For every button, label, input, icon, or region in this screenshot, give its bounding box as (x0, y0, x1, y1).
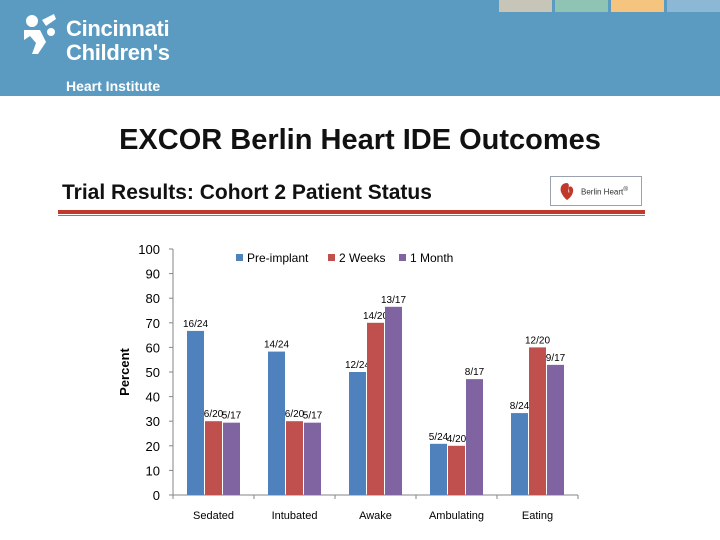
bar-2-weeks (286, 421, 303, 495)
bar-1-month (223, 422, 240, 495)
bar-data-label: 13/17 (381, 295, 406, 306)
slide-title: EXCOR Berlin Heart IDE Outcomes (119, 124, 601, 156)
bar-data-label: 14/20 (363, 311, 388, 322)
berlin-heart-logo: Berlin Heart® (550, 176, 642, 206)
bar-1-month (547, 364, 564, 495)
bar-2-weeks (367, 322, 384, 495)
bar-1-month (466, 379, 483, 495)
x-tick-label: Ambulating (429, 510, 484, 522)
y-tick-label: 20 (146, 439, 160, 454)
legend-swatch-pre-implant (236, 254, 243, 261)
bar-data-label: 12/24 (345, 360, 370, 371)
bar-data-label: 6/20 (204, 409, 224, 420)
bar-pre-implant (268, 351, 285, 495)
color-tab-4 (667, 0, 720, 12)
bar-data-label: 8/17 (465, 367, 485, 378)
bar-data-label: 5/17 (222, 411, 242, 422)
bar-data-label: 6/20 (285, 409, 305, 420)
header-color-tabs (496, 0, 720, 12)
bar-1-month (304, 422, 321, 495)
y-tick-label: 10 (146, 463, 160, 478)
y-tick-label: 0 (153, 488, 160, 503)
x-tick-label: Intubated (272, 510, 318, 522)
legend-swatch-2-weeks (328, 254, 335, 261)
child-figure-icon (24, 14, 56, 54)
bar-2-weeks (529, 347, 546, 495)
legend-label: 2 Weeks (339, 251, 385, 265)
y-tick-label: 80 (146, 291, 160, 306)
y-tick-label: 90 (146, 267, 160, 282)
y-tick-label: 50 (146, 365, 160, 380)
color-tab-1 (499, 0, 552, 12)
bar-pre-implant (349, 372, 366, 495)
color-tab-3 (611, 0, 664, 12)
bar-data-label: 8/24 (510, 401, 530, 412)
bar-1-month (385, 306, 402, 495)
bar-2-weeks (205, 421, 222, 495)
patient-status-chart: 0102030405060708090100Percent16/246/205/… (117, 242, 579, 522)
slide-subtitle: Trial Results: Cohort 2 Patient Status (62, 181, 432, 204)
bar-2-weeks (448, 445, 465, 495)
bar-data-label: 5/24 (429, 432, 449, 443)
bar-data-label: 5/17 (303, 411, 323, 422)
legend-label: Pre-implant (247, 251, 309, 265)
y-tick-label: 70 (146, 316, 160, 331)
color-tab-2 (555, 0, 608, 12)
bar-data-label: 9/17 (546, 353, 566, 364)
bar-pre-implant (187, 330, 204, 495)
logo-line-1: Cincinnati (66, 16, 170, 41)
x-tick-label: Eating (522, 510, 553, 522)
header-band (0, 0, 720, 96)
x-tick-label: Sedated (193, 510, 234, 522)
y-tick-label: 30 (146, 414, 160, 429)
y-tick-label: 60 (146, 340, 160, 355)
bar-data-label: 16/24 (183, 319, 208, 330)
berlin-heart-name: Berlin Heart® (581, 186, 629, 197)
bar-pre-implant (430, 443, 447, 495)
berlin-heart-mark-icon (560, 183, 574, 200)
x-tick-label: Awake (359, 510, 392, 522)
legend-swatch-1-month (399, 254, 406, 261)
y-axis-title: Percent (117, 347, 132, 395)
bar-pre-implant (511, 413, 528, 495)
bar-data-label: 4/20 (447, 434, 467, 445)
logo-line-2: Children's (66, 40, 170, 65)
title-rule (58, 210, 645, 214)
bar-data-label: 12/20 (525, 335, 550, 346)
y-tick-label: 100 (138, 242, 160, 257)
legend-label: 1 Month (410, 251, 453, 265)
bar-data-label: 14/24 (264, 340, 289, 351)
y-tick-label: 40 (146, 390, 160, 405)
title-rule-shadow (58, 215, 645, 216)
logo-line-3: Heart Institute (66, 78, 161, 94)
